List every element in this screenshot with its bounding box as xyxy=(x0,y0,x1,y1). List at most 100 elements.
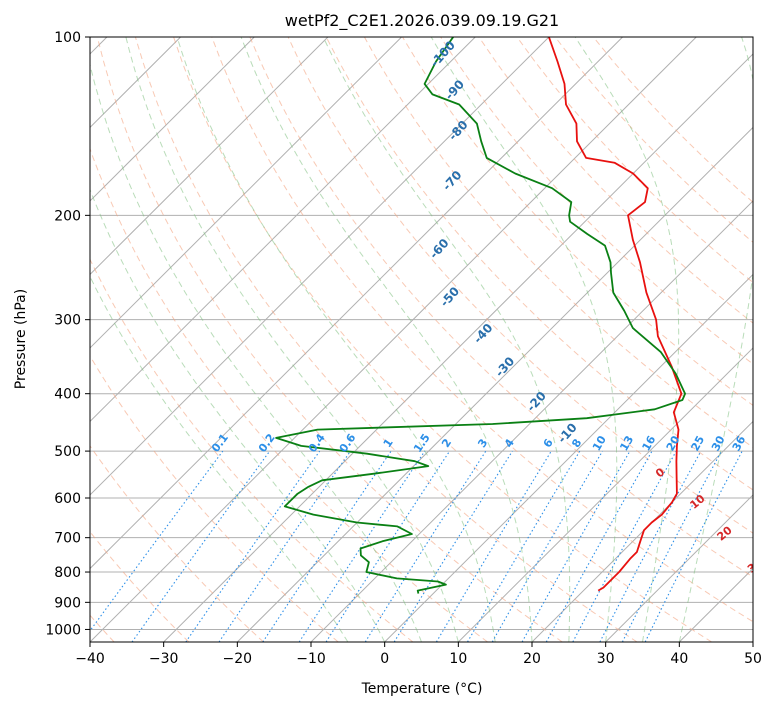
dry-adiabat-line xyxy=(90,355,339,642)
mixing-ratio-label: 10 xyxy=(590,433,609,453)
dry-adiabat-label: -100 xyxy=(427,38,457,70)
dry-adiabat-label: -30 xyxy=(492,354,517,379)
dry-adiabat-label: -80 xyxy=(446,118,471,143)
dry-adiabat-line xyxy=(440,37,753,365)
moist-adiabat-label: 0 xyxy=(653,465,667,480)
moist-adiabat-line xyxy=(90,275,349,642)
mixing-ratio-line xyxy=(644,450,743,642)
moist-adiabat-line xyxy=(90,188,386,642)
dry-adiabat-label: -60 xyxy=(427,236,452,261)
line-labels: 0.1 0.2 0.4 0.6 1 1.5 2 3 4 6 8 10 13 16 20 25 30 36-100-… xyxy=(209,38,775,603)
dry-adiabat-line xyxy=(554,37,753,243)
moist-adiabat-line xyxy=(430,37,618,642)
x-tick-label: −10 xyxy=(296,651,326,667)
mixing-ratio-line xyxy=(185,450,321,642)
dry-adiabat-line xyxy=(211,37,753,623)
isotherm-line xyxy=(90,37,476,423)
moist-adiabat-label: 30 xyxy=(745,556,765,576)
dry-adiabat-line xyxy=(90,258,414,642)
x-tick-label: −30 xyxy=(149,651,179,667)
dry-adiabat-label: -40 xyxy=(471,321,496,346)
x-tick-label: 0 xyxy=(380,651,389,667)
dry-adiabat-line xyxy=(592,37,753,203)
isotherm-line xyxy=(531,420,753,642)
y-tick-label: 1000 xyxy=(45,622,81,638)
mixing-ratio-label: 3 xyxy=(475,436,490,449)
x-tick-label: 40 xyxy=(670,651,688,667)
temperature-profile xyxy=(548,37,683,592)
dry-adiabat-line xyxy=(287,37,753,534)
isotherm-line xyxy=(605,494,753,642)
isotherm-line xyxy=(384,273,753,642)
y-tick-label: 700 xyxy=(54,531,81,547)
mixing-ratio-line xyxy=(545,450,653,642)
isotherm-line xyxy=(90,37,697,642)
mixing-ratio-line xyxy=(298,450,426,642)
mixing-ratio-line xyxy=(491,450,603,642)
plot-frame xyxy=(89,36,754,643)
isotherm-line xyxy=(236,126,753,642)
y-tick-label: 900 xyxy=(54,595,81,611)
mixing-ratio-line xyxy=(262,450,392,642)
mixing-ratio-line xyxy=(599,450,702,642)
moist-adiabat-line xyxy=(322,37,571,642)
adiabat-lines xyxy=(90,37,753,642)
mixing-ratio-line xyxy=(364,450,487,642)
dry-adiabat-line xyxy=(90,147,488,642)
moist-adiabat-label: 10 xyxy=(687,492,707,512)
moist-adiabat-line xyxy=(90,62,422,642)
dry-adiabat-line xyxy=(325,37,753,491)
x-tick-label: 30 xyxy=(597,651,615,667)
dewpoint-profile xyxy=(275,37,686,594)
dry-adiabat-line xyxy=(96,37,563,642)
dry-adiabat-line xyxy=(90,445,264,642)
y-tick-label: 400 xyxy=(54,387,81,403)
y-tick-label: 100 xyxy=(54,30,81,46)
axes: −40 −30 −20 −10 0 10 20 30 40 5010020030040050060… xyxy=(45,30,762,667)
mixing-ratio-label: 25 xyxy=(688,434,707,454)
moist-adiabat-line xyxy=(678,37,753,642)
y-tick-label: 500 xyxy=(54,444,81,460)
isotherm-line xyxy=(457,347,753,642)
mixing-ratio-label: 16 xyxy=(640,433,659,453)
isotherm-line xyxy=(163,53,753,642)
mixing-ratio-line xyxy=(325,450,451,642)
x-tick-label: 50 xyxy=(744,651,762,667)
mixing-ratio-line xyxy=(393,450,513,642)
x-tick-label: 20 xyxy=(523,651,541,667)
y-tick-label: 300 xyxy=(54,313,81,329)
mixing-ratio-label: 30 xyxy=(709,433,728,453)
moist-adiabat-line xyxy=(125,37,459,642)
moist-adiabat-label: 40 xyxy=(766,583,775,603)
x-axis-label: Temperature (°C) xyxy=(361,681,483,697)
dry-adiabat-label: -70 xyxy=(440,168,465,193)
isotherm-line xyxy=(90,37,329,276)
x-tick-label: 10 xyxy=(449,651,467,667)
dry-adiabat-line xyxy=(516,37,753,284)
mixing-ratio-line xyxy=(131,450,271,642)
mixing-ratio-label: 1 xyxy=(381,436,396,450)
mixing-ratio-label: 36 xyxy=(730,433,749,453)
mixing-ratio-line xyxy=(467,450,581,642)
chart-title: wetPf2_C2E1.2026.039.09.19.G21 xyxy=(285,11,559,31)
mixing-ratio-label: 20 xyxy=(664,433,683,453)
isotherm-line xyxy=(90,37,402,349)
dry-adiabat-line xyxy=(134,37,638,642)
x-tick-label: −20 xyxy=(223,651,253,667)
isotherm-line xyxy=(752,641,753,642)
dry-adiabat-label: -50 xyxy=(437,284,462,309)
mixing-ratio-line xyxy=(521,450,631,642)
mixing-ratio-line xyxy=(435,450,552,642)
dry-adiabat-line xyxy=(249,37,753,578)
y-tick-label: 600 xyxy=(54,491,81,507)
mixing-ratio-line xyxy=(218,450,351,642)
dry-adiabat-line xyxy=(173,37,712,642)
moist-adiabat-line xyxy=(574,37,680,642)
moist-adiabat-label: 20 xyxy=(715,523,735,543)
moist-adiabat-line xyxy=(176,37,496,642)
mixing-ratio-line xyxy=(90,450,224,632)
moist-adiabat-line xyxy=(240,37,533,642)
y-tick-label: 200 xyxy=(54,208,81,224)
isotherm-line xyxy=(90,37,550,496)
